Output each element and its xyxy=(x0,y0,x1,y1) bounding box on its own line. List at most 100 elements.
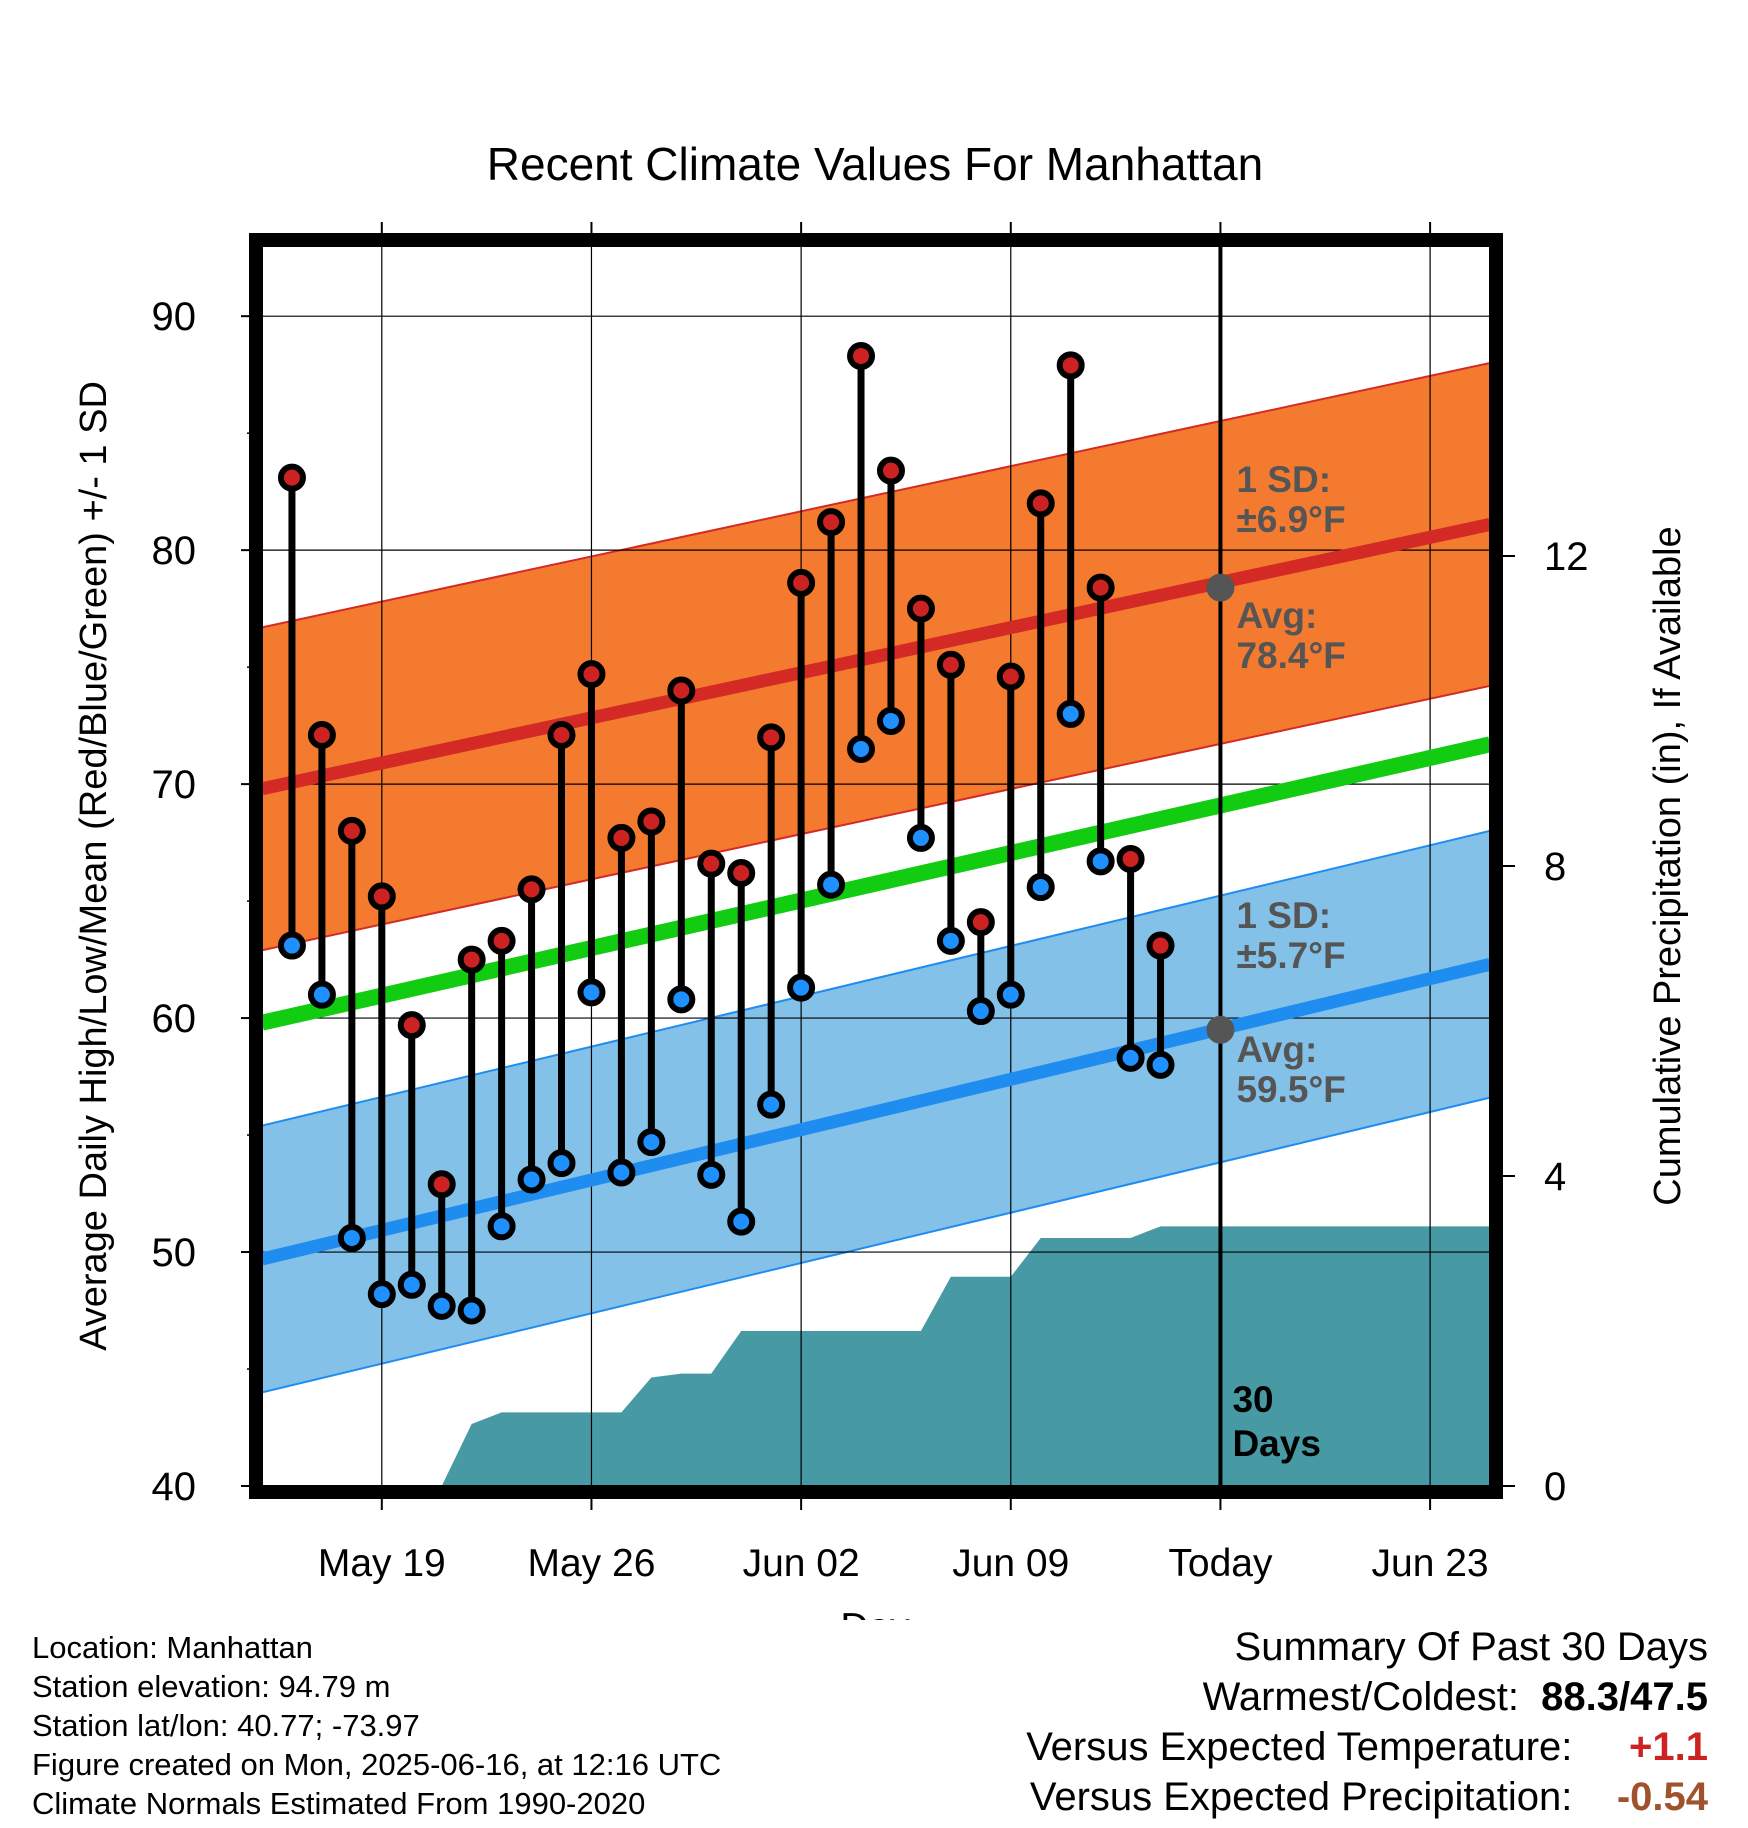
left-axis: 40 50 60 70 80 90 xyxy=(152,295,257,1509)
observed-low-point xyxy=(847,735,876,764)
observed-high-point xyxy=(547,720,576,749)
observed-high-point xyxy=(876,456,905,485)
observed-high-point xyxy=(367,882,396,911)
summary-precip-row: Versus Expected Precipitation: -0.54 xyxy=(1026,1772,1708,1822)
observed-low-point xyxy=(487,1212,516,1241)
y2-tick-label: 8 xyxy=(1544,845,1566,889)
avg-low-line xyxy=(262,957,1490,1266)
observed-low-point xyxy=(277,931,306,960)
temp-label: Versus Expected Temperature: xyxy=(1026,1725,1573,1769)
observed-high-point xyxy=(787,568,816,597)
observed-low-point xyxy=(397,1270,426,1299)
window-count: 30 xyxy=(1232,1379,1273,1420)
summary-extremes-row: Warmest/Coldest: 88.3/47.5 xyxy=(1026,1672,1708,1722)
observed-high-point xyxy=(1026,489,1055,518)
latlon-text: Station lat/lon: 40.77; -73.97 xyxy=(32,1708,420,1743)
right-axis: 0 4 8 12 xyxy=(1495,535,1589,1509)
observed-low-point xyxy=(1116,1043,1145,1072)
y2-axis-title: Cumulative Precipitation (in), If Availa… xyxy=(1647,526,1689,1205)
x-tick-label: Jun 09 xyxy=(952,1542,1069,1585)
observed-high-point xyxy=(1116,844,1145,873)
observed-low-point xyxy=(1086,847,1115,876)
low-sd-band-upper-edge xyxy=(262,829,1490,1127)
summary-heading: Summary Of Past 30 Days xyxy=(1234,1625,1708,1669)
extremes-value: 88.3/47.5 xyxy=(1541,1675,1708,1719)
chart-title: Recent Climate Values For Manhattan xyxy=(487,138,1263,190)
x-axis-title: Day xyxy=(840,1606,910,1620)
observed-low-point xyxy=(1146,1050,1175,1079)
high-avg-label: Avg: xyxy=(1236,595,1317,636)
observed-low-point xyxy=(817,870,846,899)
extremes-label: Warmest/Coldest: xyxy=(1202,1675,1519,1719)
observed-high-point xyxy=(966,908,995,937)
observed-high-point xyxy=(337,816,366,845)
summary-temp-row: Versus Expected Temperature: +1.1 xyxy=(1026,1722,1708,1772)
today-avg-low-marker xyxy=(1206,1015,1235,1044)
observed-high-point xyxy=(397,1011,426,1040)
low-sd-band-lower-edge xyxy=(262,1096,1490,1394)
observed-high-point xyxy=(307,720,336,749)
observed-series xyxy=(277,341,1175,1325)
observed-low-point xyxy=(876,706,905,735)
observed-high-point xyxy=(847,341,876,370)
observed-low-point xyxy=(427,1291,456,1320)
observed-high-point xyxy=(936,650,965,679)
station-info: Location: Manhattan Station elevation: 9… xyxy=(32,1628,721,1823)
observed-low-point xyxy=(906,823,935,852)
observed-high-point xyxy=(996,662,1025,691)
precip-area xyxy=(262,1226,1490,1486)
observed-low-point xyxy=(787,973,816,1002)
observed-low-point xyxy=(307,980,336,1009)
x-tick-label: Today xyxy=(1168,1542,1273,1585)
y-tick-label: 70 xyxy=(152,763,197,807)
observed-high-point xyxy=(1146,931,1175,960)
observed-low-point xyxy=(757,1090,786,1119)
observed-low-point xyxy=(607,1158,636,1187)
summary-panel: Summary Of Past 30 Days Warmest/Coldest:… xyxy=(1026,1622,1708,1822)
observed-low-point xyxy=(457,1296,486,1325)
y-axis-title: Average Daily High/Low/Mean (Red/Blue/Gr… xyxy=(73,381,115,1351)
observed-high-point xyxy=(727,859,756,888)
low-avg-value: 59.5°F xyxy=(1236,1069,1345,1110)
avg-mean-line xyxy=(262,736,1490,1031)
observed-low-point xyxy=(966,997,995,1026)
normals-text: Climate Normals Estimated From 1990-2020 xyxy=(32,1786,646,1821)
y-tick-label: 40 xyxy=(152,1465,197,1509)
observed-high-point xyxy=(637,807,666,836)
observed-high-point xyxy=(1086,573,1115,602)
observed-low-point xyxy=(996,980,1025,1009)
created-text: Figure created on Mon, 2025-06-16, at 12… xyxy=(32,1747,722,1782)
precip-label: Versus Expected Precipitation: xyxy=(1029,1775,1573,1819)
today-avg-high-marker xyxy=(1206,573,1235,602)
y-tick-label: 50 xyxy=(152,1231,197,1275)
observed-high-point xyxy=(577,660,606,689)
x-tick-label: Jun 23 xyxy=(1372,1542,1489,1585)
high-sd-label: 1 SD: xyxy=(1236,459,1331,500)
location-text: Location: Manhattan xyxy=(32,1630,313,1665)
y-tick-label: 90 xyxy=(152,295,197,339)
window-unit: Days xyxy=(1232,1423,1320,1464)
observed-high-point xyxy=(667,676,696,705)
high-sd-band-lower-edge xyxy=(262,684,1490,952)
observed-high-point xyxy=(817,508,846,537)
observed-high-point xyxy=(906,594,935,623)
plot-area xyxy=(262,246,1490,1486)
elevation-text: Station elevation: 94.79 m xyxy=(32,1669,391,1704)
observed-low-point xyxy=(547,1149,576,1178)
y2-tick-label: 0 xyxy=(1544,1465,1566,1509)
y2-tick-label: 12 xyxy=(1544,535,1589,579)
low-sd-label: 1 SD: xyxy=(1236,895,1331,936)
observed-low-point xyxy=(697,1160,726,1189)
high-avg-value: 78.4°F xyxy=(1236,635,1345,676)
x-axis: May 19 May 26 Jun 02 Jun 09 Today Jun 23 xyxy=(318,222,1489,1585)
observed-low-point xyxy=(337,1224,366,1252)
high-sd-value: ±6.9°F xyxy=(1236,499,1345,540)
x-tick-label: May 26 xyxy=(528,1542,656,1585)
observed-low-point xyxy=(517,1165,546,1194)
y-tick-label: 60 xyxy=(152,997,197,1041)
observed-high-point xyxy=(277,463,306,492)
avg-high-line xyxy=(262,518,1490,796)
x-tick-label: Jun 02 xyxy=(743,1542,860,1585)
